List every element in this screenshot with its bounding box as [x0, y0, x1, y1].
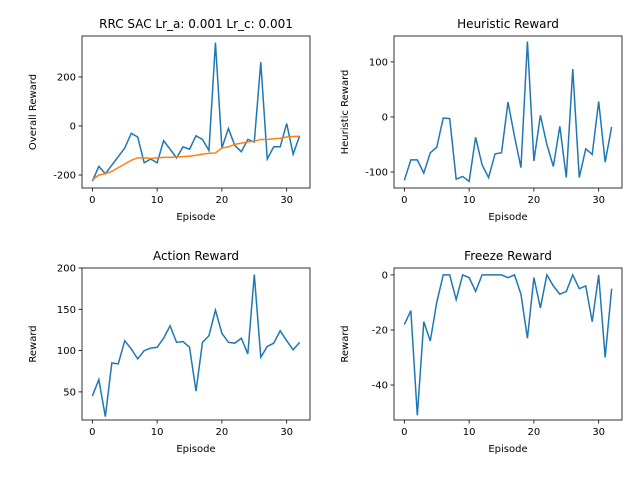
- y-axis-label: Reward: [28, 325, 39, 362]
- axes-frame: [393, 267, 623, 421]
- x-tick-label: 10: [463, 195, 476, 206]
- y-tick-label: 200: [57, 264, 76, 275]
- y-tick-label: 0: [382, 270, 388, 281]
- y-tick-label: 0: [382, 112, 388, 123]
- y-tick-label: 50: [63, 387, 76, 398]
- axes-frame: [81, 35, 311, 189]
- x-tick-label: 20: [216, 195, 229, 206]
- x-tick-label: 0: [89, 195, 95, 206]
- x-tick-label: 0: [89, 427, 95, 438]
- axes-frame: [393, 35, 623, 189]
- x-tick-label: 30: [592, 427, 605, 438]
- y-axis-label: Overall Reward: [28, 74, 39, 150]
- x-tick-label: 20: [216, 427, 229, 438]
- x-axis-label: Episode: [176, 212, 215, 223]
- chart-title: RRC SAC Lr_a: 0.001 Lr_c: 0.001: [99, 17, 293, 31]
- y-axis-label: Reward: [340, 325, 351, 362]
- x-tick-label: 20: [528, 195, 541, 206]
- y-tick-label: 0: [70, 121, 76, 132]
- y-tick-label: -40: [372, 381, 388, 392]
- y-axis-label: Heuristic Reward: [340, 70, 351, 155]
- x-tick-label: 30: [280, 427, 293, 438]
- x-axis-label: Episode: [176, 444, 215, 455]
- data-line: [91, 42, 301, 182]
- x-tick-label: 10: [151, 195, 164, 206]
- data-line: [403, 41, 613, 183]
- x-tick-label: 0: [401, 195, 407, 206]
- y-tick-label: -20: [372, 325, 388, 336]
- y-tick-label: 100: [57, 346, 76, 357]
- y-tick-label: 200: [57, 72, 76, 83]
- x-tick-label: 10: [151, 427, 164, 438]
- y-tick-label: -200: [53, 171, 76, 182]
- y-tick-label: 150: [57, 305, 76, 316]
- data-line: [91, 274, 301, 417]
- x-axis-label: Episode: [488, 444, 527, 455]
- data-line: [91, 135, 300, 181]
- x-tick-label: 30: [592, 195, 605, 206]
- x-tick-label: 10: [463, 427, 476, 438]
- x-tick-label: 0: [401, 427, 407, 438]
- x-tick-label: 30: [280, 195, 293, 206]
- chart-title: Freeze Reward: [464, 249, 552, 263]
- data-line: [403, 272, 613, 416]
- chart-title: Heuristic Reward: [457, 17, 559, 31]
- y-tick-label: -100: [365, 168, 388, 179]
- axes-frame: [81, 267, 311, 421]
- x-axis-label: Episode: [488, 212, 527, 223]
- chart-title: Action Reward: [153, 249, 239, 263]
- y-tick-label: 100: [369, 57, 388, 68]
- x-tick-label: 20: [528, 427, 541, 438]
